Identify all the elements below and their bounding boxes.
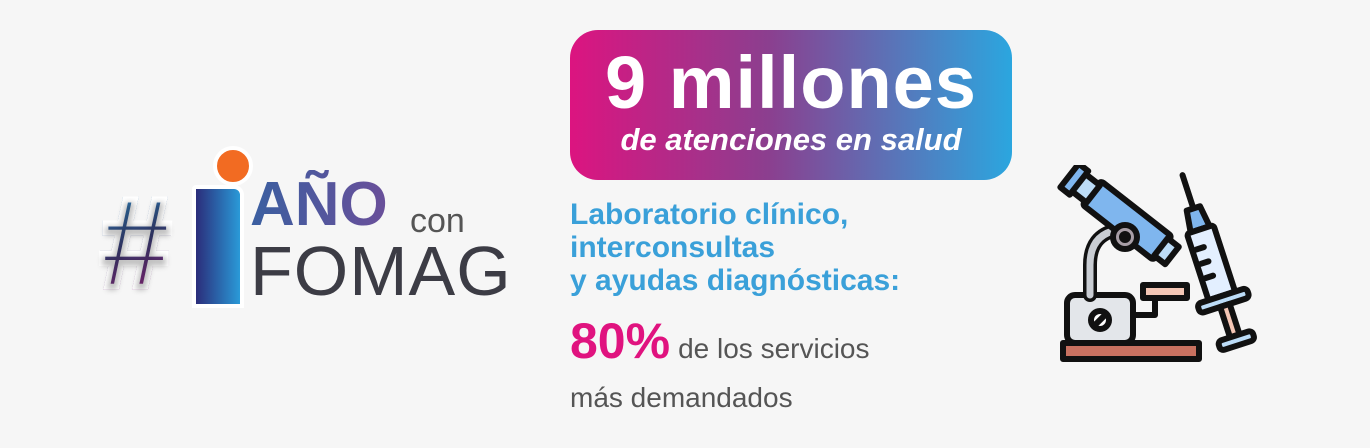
logo-1-ano-con-fomag: # AÑO con FOMAG bbox=[97, 140, 512, 315]
stat-text: de los servicios bbox=[678, 333, 870, 364]
subtitle-line: interconsultas bbox=[570, 231, 776, 264]
stat-value: 80% bbox=[570, 313, 671, 369]
headline-box: 9 millones de atenciones en salud bbox=[570, 30, 1012, 180]
subtitle-line: Laboratorio clínico, bbox=[570, 198, 849, 231]
headline-number: 9 millones bbox=[605, 41, 977, 124]
logo-one bbox=[192, 185, 244, 308]
logo-fomag: FOMAG bbox=[250, 232, 512, 310]
microscope-syringe-icon bbox=[1057, 165, 1257, 362]
logo-dot bbox=[213, 146, 253, 186]
services-subtitle: Laboratorio clínico, interconsultas y ay… bbox=[570, 198, 900, 297]
logo-hash: # bbox=[97, 172, 174, 315]
syringe-icon bbox=[1179, 172, 1257, 353]
headline-caption: de atenciones en salud bbox=[620, 122, 962, 157]
logo-ano: AÑO bbox=[250, 170, 388, 239]
microscope-icon bbox=[1057, 165, 1202, 362]
subtitle-line: y ayudas diagnósticas: bbox=[570, 264, 901, 297]
stat-text-2: más demandados bbox=[570, 382, 793, 413]
stat-line: 80% de los servicios bbox=[570, 316, 870, 372]
logo-con: con bbox=[410, 202, 465, 240]
